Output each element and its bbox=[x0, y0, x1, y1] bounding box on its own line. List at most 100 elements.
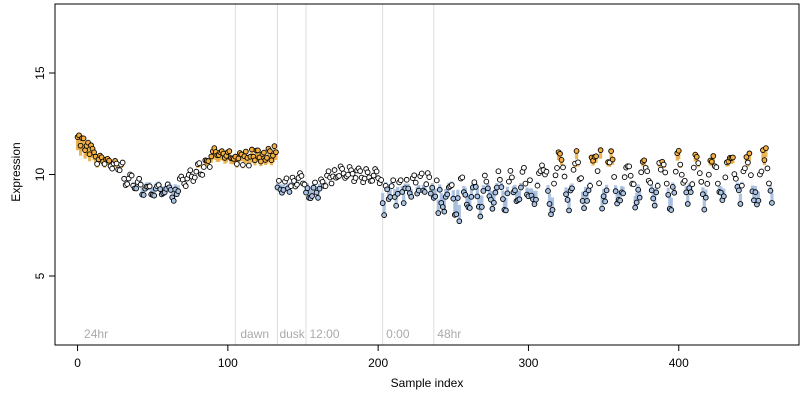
data-point bbox=[704, 180, 711, 187]
data-point bbox=[136, 175, 143, 182]
phase-label: 24hr bbox=[84, 327, 108, 341]
data-point bbox=[485, 185, 491, 192]
data-point bbox=[710, 153, 717, 159]
data-point bbox=[276, 177, 282, 184]
data-point bbox=[80, 135, 87, 142]
deviation-stem bbox=[429, 186, 433, 194]
data-point bbox=[551, 180, 557, 187]
data-point bbox=[294, 181, 300, 188]
data-point bbox=[137, 181, 144, 188]
deviation-stem bbox=[504, 197, 508, 211]
deviation-stem bbox=[638, 189, 642, 198]
data-point bbox=[737, 201, 744, 207]
data-point bbox=[106, 157, 112, 164]
data-point bbox=[633, 199, 640, 206]
data-point bbox=[119, 159, 126, 166]
data-point bbox=[647, 179, 654, 186]
deviation-stem bbox=[451, 190, 455, 199]
data-point bbox=[283, 175, 290, 182]
data-point bbox=[698, 178, 705, 185]
data-point bbox=[506, 178, 512, 185]
data-point bbox=[654, 183, 661, 189]
data-point bbox=[494, 184, 500, 191]
data-point bbox=[758, 168, 765, 175]
deviation-stem bbox=[550, 197, 555, 210]
data-point bbox=[689, 181, 696, 188]
data-point bbox=[480, 188, 487, 194]
data-point bbox=[489, 205, 496, 212]
data-point bbox=[411, 172, 418, 179]
data-point bbox=[205, 158, 212, 164]
data-point bbox=[433, 177, 440, 184]
deviation-stem bbox=[81, 138, 86, 152]
data-point bbox=[557, 150, 563, 157]
deviation-stem bbox=[654, 186, 658, 193]
data-point bbox=[388, 183, 395, 189]
data-point bbox=[298, 173, 305, 179]
data-point bbox=[690, 164, 697, 171]
data-point bbox=[459, 174, 466, 181]
data-point bbox=[304, 185, 311, 191]
deviation-stem bbox=[719, 186, 723, 193]
deviation-stem bbox=[669, 197, 673, 211]
deviation-stem bbox=[744, 157, 748, 164]
data-point bbox=[527, 177, 533, 184]
data-point bbox=[552, 172, 559, 179]
phase-separators bbox=[234, 4, 435, 345]
data-point bbox=[151, 192, 158, 199]
data-point bbox=[124, 181, 130, 187]
deviation-stem bbox=[152, 188, 156, 196]
deviation-stem bbox=[738, 193, 742, 204]
data-point bbox=[187, 167, 194, 174]
data-point bbox=[730, 154, 736, 161]
data-point bbox=[146, 183, 153, 190]
data-point bbox=[361, 175, 368, 182]
deviation-stem bbox=[394, 194, 398, 206]
data-point bbox=[558, 157, 565, 163]
data-point bbox=[309, 193, 315, 199]
data-point bbox=[312, 179, 318, 186]
data-point bbox=[390, 177, 397, 184]
y-tick-label: 5 bbox=[33, 272, 47, 279]
y-tick-label: 10 bbox=[33, 168, 47, 182]
data-point bbox=[573, 148, 580, 154]
deviation-stem bbox=[77, 135, 81, 150]
data-point bbox=[650, 195, 657, 202]
data-point bbox=[584, 198, 590, 204]
data-point bbox=[331, 167, 338, 173]
data-point bbox=[663, 180, 670, 187]
data-point bbox=[751, 197, 757, 204]
data-point bbox=[140, 192, 147, 198]
data-point bbox=[600, 193, 607, 200]
data-point bbox=[626, 163, 633, 170]
data-point bbox=[687, 189, 694, 196]
data-point bbox=[436, 186, 443, 193]
data-point bbox=[561, 173, 568, 180]
data-point bbox=[182, 183, 189, 189]
data-point bbox=[378, 177, 385, 183]
deviation-stem bbox=[609, 151, 613, 160]
data-point bbox=[352, 175, 359, 181]
data-point bbox=[255, 147, 261, 154]
data-point bbox=[208, 153, 215, 160]
data-point bbox=[609, 156, 616, 163]
data-point bbox=[543, 168, 550, 175]
data-point bbox=[200, 164, 207, 170]
deviation-stem bbox=[695, 156, 699, 164]
data-point bbox=[608, 148, 614, 155]
data-point bbox=[483, 178, 490, 185]
data-point bbox=[471, 179, 478, 186]
data-point bbox=[310, 184, 317, 191]
deviation-stem bbox=[711, 156, 715, 163]
data-point bbox=[677, 161, 684, 168]
data-point bbox=[271, 143, 278, 149]
data-point bbox=[477, 213, 484, 220]
data-point bbox=[421, 189, 428, 195]
deviation-stem bbox=[684, 186, 688, 193]
deviation-stem bbox=[400, 185, 404, 192]
data-point bbox=[252, 157, 258, 164]
data-point bbox=[569, 185, 575, 192]
data-point bbox=[581, 205, 587, 212]
data-point bbox=[432, 193, 439, 200]
